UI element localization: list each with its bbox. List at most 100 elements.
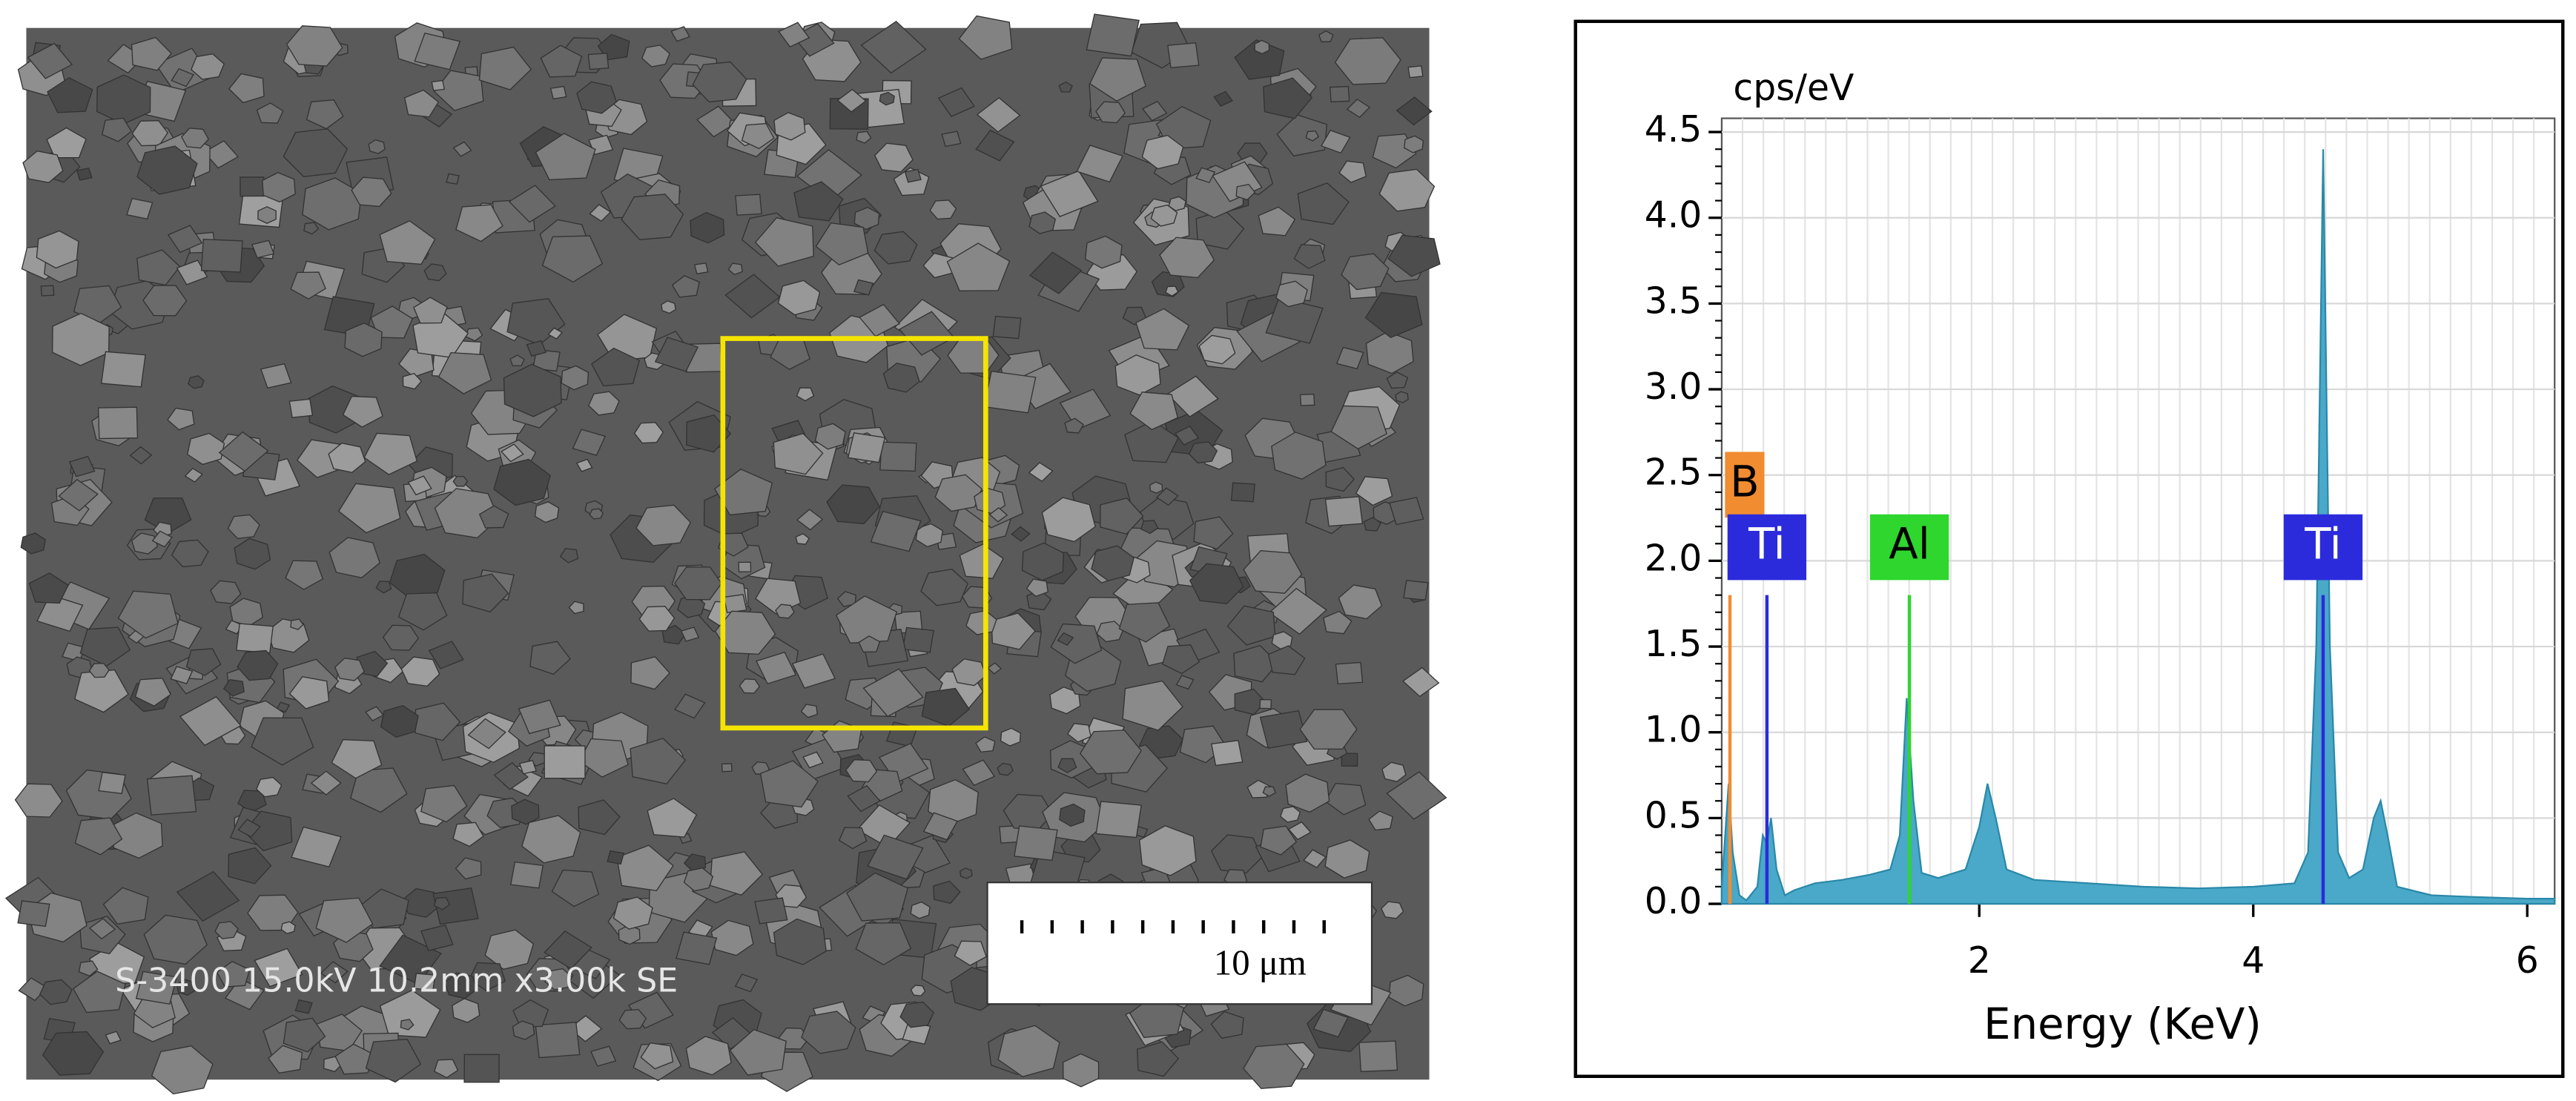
crystal	[1028, 251, 1083, 294]
crystal	[723, 594, 747, 614]
peak-label-box	[1727, 514, 1807, 581]
crystal	[540, 44, 583, 78]
crystal	[802, 751, 824, 769]
crystal	[535, 133, 596, 181]
peak-label-box	[1725, 452, 1765, 518]
crystal	[529, 641, 571, 675]
crystal	[310, 770, 342, 796]
crystal	[126, 197, 153, 219]
crystal	[920, 569, 968, 606]
crystal	[478, 505, 509, 529]
crystal	[1276, 114, 1327, 157]
crystal	[647, 798, 698, 838]
crystal	[276, 701, 291, 713]
crystal	[692, 61, 747, 103]
crystal	[680, 626, 700, 642]
crystal	[210, 580, 242, 604]
plot: 0.0 0.5 1.0 1.5 2.0 2.5 3.0 3.5 4.0 4.5 2 4 6 B Ti Al Ti	[1645, 109, 2556, 982]
crystal	[218, 431, 269, 472]
crystal	[72, 971, 126, 1014]
crystal	[1381, 901, 1404, 919]
crystal	[988, 507, 1008, 523]
crystal	[380, 705, 419, 738]
crystal	[987, 662, 1003, 675]
crystal	[838, 827, 868, 850]
crystal	[521, 815, 581, 864]
crystal	[1118, 602, 1171, 643]
crystal	[1210, 739, 1244, 767]
crystal	[1213, 90, 1233, 108]
crystal	[1057, 632, 1074, 647]
crystal	[167, 225, 203, 254]
crystal	[1230, 482, 1255, 503]
crystal	[879, 91, 895, 106]
crystal	[685, 1036, 732, 1076]
crystal	[1334, 37, 1401, 85]
crystal	[937, 87, 976, 117]
scale-bar	[1020, 920, 1326, 933]
crystal	[1011, 526, 1031, 542]
crystal	[588, 391, 620, 416]
crystal	[400, 1019, 415, 1031]
crystal	[151, 530, 173, 548]
crystal	[641, 44, 670, 67]
crystal	[1324, 782, 1367, 816]
y-tick-label: 4.0	[1645, 195, 1703, 237]
crystal	[1064, 417, 1085, 434]
crystal	[181, 128, 209, 149]
crystal	[78, 960, 99, 977]
crystal	[867, 834, 924, 880]
crystal	[191, 53, 225, 80]
crystal	[1287, 821, 1312, 841]
y-tick-label: 3.5	[1645, 280, 1703, 322]
crystal	[1341, 753, 1358, 767]
crystal	[1161, 644, 1201, 675]
crystal	[368, 139, 386, 154]
peak-label-box	[1869, 514, 1949, 581]
crystal	[1280, 806, 1301, 823]
crystal	[52, 312, 110, 366]
crystal	[1271, 432, 1327, 480]
crystal	[791, 653, 836, 689]
crystal	[1312, 1008, 1349, 1038]
crystal	[1346, 99, 1371, 119]
crystal	[518, 699, 561, 735]
crystal	[247, 894, 299, 931]
crystal	[1243, 1043, 1305, 1089]
crystal	[1234, 39, 1285, 80]
crystal	[922, 812, 958, 841]
crystal	[727, 262, 743, 276]
y-tick-label: 1.0	[1645, 710, 1703, 751]
crystal	[1165, 285, 1179, 297]
crystal	[452, 476, 469, 487]
crystal	[1262, 786, 1276, 797]
crystal	[796, 387, 815, 402]
crystal	[134, 678, 172, 707]
crystal	[170, 666, 194, 684]
crystal	[621, 194, 684, 240]
crystal	[544, 968, 573, 991]
crystal	[899, 1001, 934, 1028]
crystal	[1363, 517, 1382, 532]
crystal	[1210, 1011, 1244, 1039]
crystal	[549, 85, 567, 100]
crystal	[958, 15, 1013, 60]
crystal	[1271, 631, 1293, 649]
crystal	[1254, 39, 1270, 55]
crystal	[240, 176, 265, 197]
crystal	[176, 259, 208, 285]
crystal	[904, 168, 922, 183]
crystal	[328, 443, 366, 473]
crystal	[1335, 346, 1364, 370]
y-tick-label: 3.0	[1645, 366, 1703, 408]
crystal	[462, 573, 509, 613]
crystal	[777, 280, 821, 316]
crystal	[509, 354, 525, 367]
crystal	[1168, 196, 1186, 211]
crystal	[1014, 825, 1058, 862]
crystal	[1364, 291, 1423, 339]
crystal	[671, 275, 700, 298]
crystal	[921, 687, 971, 727]
crystal	[1149, 481, 1163, 494]
